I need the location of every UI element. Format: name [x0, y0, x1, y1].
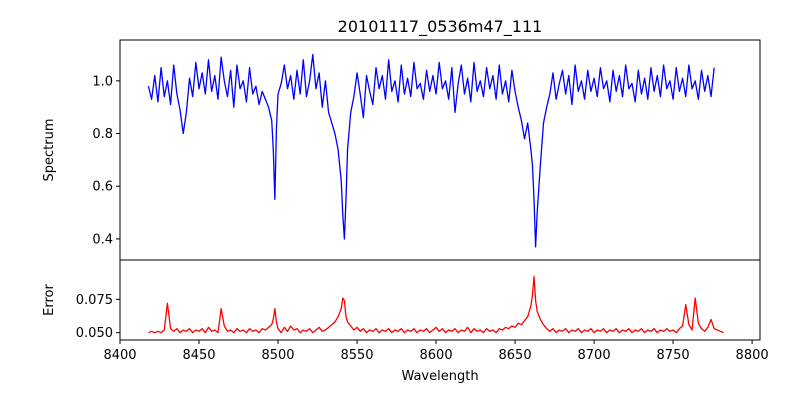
x-tick-label: 8400	[103, 348, 136, 363]
error-y-tick-label: 0.075	[76, 293, 113, 308]
x-tick-label: 8650	[499, 348, 532, 363]
spectrum-ylabel: Spectrum	[42, 119, 57, 182]
x-tick-label: 8600	[420, 348, 453, 363]
x-tick-label: 8500	[261, 348, 294, 363]
spectrum-y-tick-label: 0.6	[92, 180, 113, 195]
x-tick-label: 8550	[340, 348, 373, 363]
x-tick-label: 8750	[657, 348, 690, 363]
error-y-tick-label: 0.050	[76, 326, 113, 341]
spectrum-y-tick-label: 0.4	[92, 232, 113, 247]
x-tick-label: 8450	[182, 348, 215, 363]
error-series-line	[148, 276, 724, 334]
x-tick-label: 8700	[578, 348, 611, 363]
spectrum-y-tick-label: 1.0	[92, 74, 113, 89]
spectrum-series-line	[147, 53, 715, 248]
series-layer	[147, 53, 724, 334]
error-ylabel: Error	[42, 284, 57, 316]
x-tick-label: 8800	[736, 348, 769, 363]
spectrum-y-tick-label: 0.8	[92, 127, 113, 142]
error-panel-frame	[119, 259, 761, 341]
chart-title: 20101117_0536m47_111	[338, 17, 543, 37]
axis-layer: 0.4 0.6 0.8 1.0 0.050 0.075 8400 8450 8500 8550 86…	[76, 74, 769, 363]
x-axis-label: Wavelength	[401, 369, 478, 384]
